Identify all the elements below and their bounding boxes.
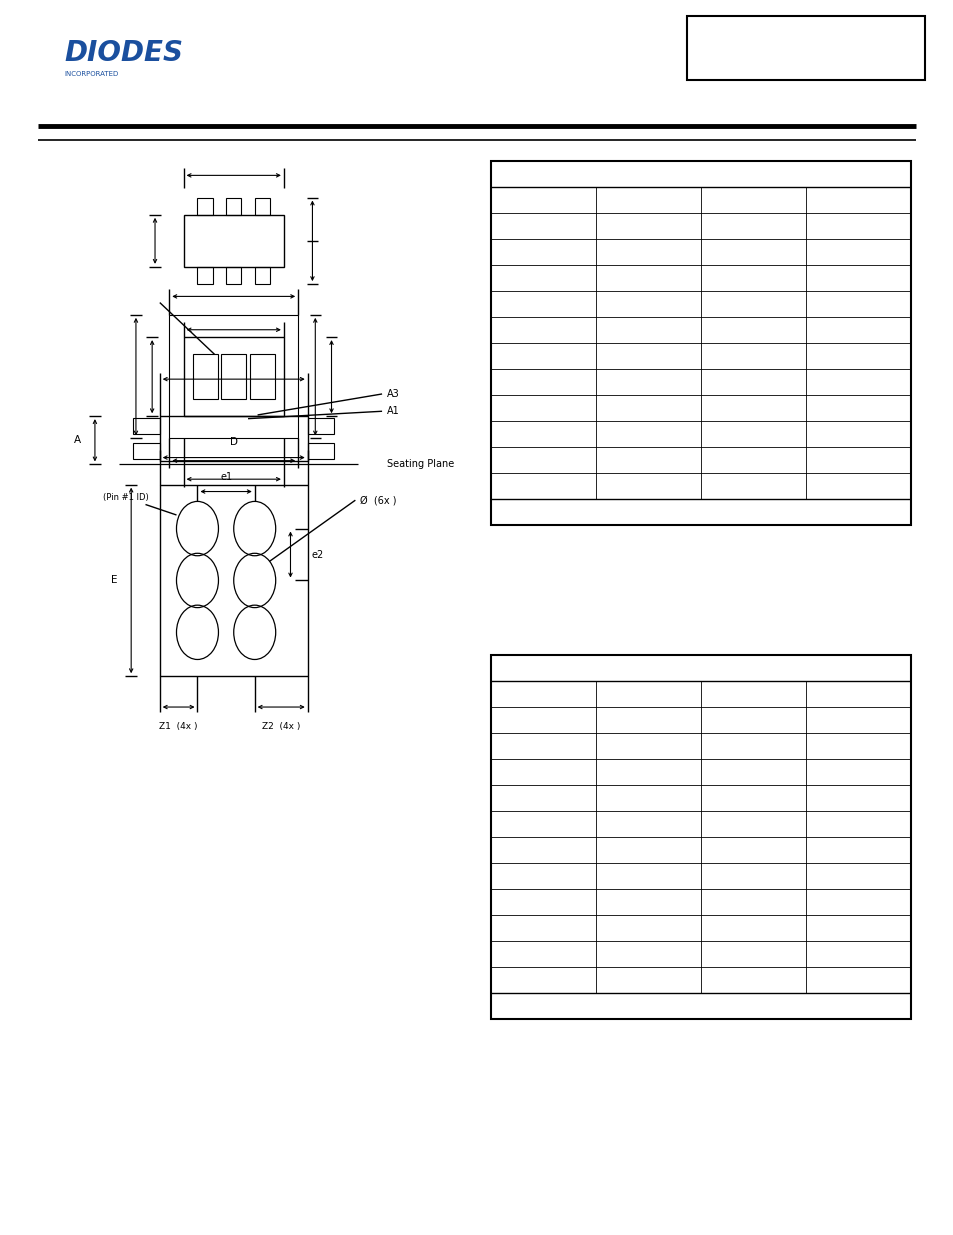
Bar: [307, 417, 335, 433]
Bar: [226, 198, 241, 215]
Bar: [254, 267, 270, 284]
Bar: [307, 442, 335, 458]
Text: Z1  (4x ): Z1 (4x ): [159, 722, 197, 731]
Bar: [226, 267, 241, 284]
Text: A: A: [74, 435, 81, 446]
Bar: [491, 655, 910, 1019]
Bar: [159, 416, 307, 461]
Text: A3: A3: [387, 389, 399, 399]
Text: Seating Plane: Seating Plane: [387, 459, 454, 469]
Bar: [250, 354, 274, 399]
Bar: [221, 354, 246, 399]
Bar: [159, 484, 307, 677]
Bar: [193, 354, 217, 399]
Text: DIODES: DIODES: [65, 40, 184, 67]
Bar: [183, 215, 283, 267]
Text: e1: e1: [220, 472, 232, 482]
Text: A1: A1: [387, 406, 399, 416]
Bar: [183, 337, 283, 416]
Text: e2: e2: [311, 550, 323, 559]
Bar: [197, 198, 213, 215]
Bar: [197, 267, 213, 284]
Text: (Pin #1 ID): (Pin #1 ID): [102, 493, 148, 501]
Bar: [491, 161, 910, 525]
Text: Ø  (6x ): Ø (6x ): [359, 495, 396, 505]
Text: D: D: [230, 436, 237, 447]
Bar: [132, 442, 159, 458]
Bar: [170, 315, 297, 438]
Bar: [686, 16, 924, 80]
Bar: [254, 198, 270, 215]
Text: Z2  (4x ): Z2 (4x ): [262, 722, 300, 731]
Text: E: E: [111, 576, 117, 585]
Text: INCORPORATED: INCORPORATED: [65, 72, 119, 77]
Bar: [132, 417, 159, 433]
